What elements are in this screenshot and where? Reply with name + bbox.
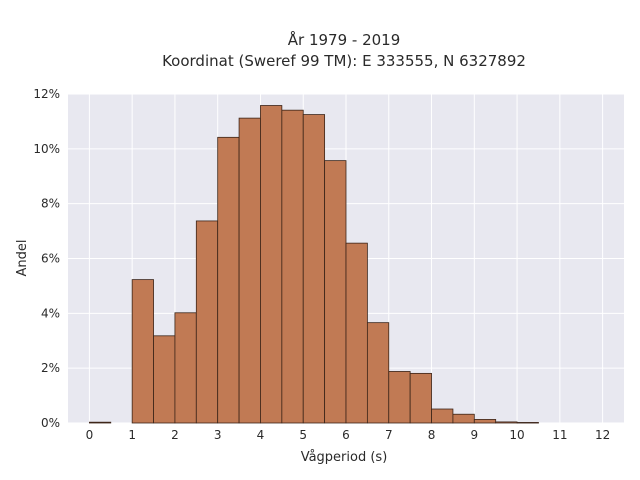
histogram-bar — [473, 419, 497, 424]
x-tick-labels: 0 1 2 3 4 5 6 7 8 9 10 11 12 — [86, 428, 611, 442]
chart-title: År 1979 - 2019 — [288, 30, 401, 49]
y-tick-label: 0% — [41, 416, 60, 430]
y-tick-label: 10% — [33, 142, 60, 156]
histogram-bar — [366, 322, 390, 424]
x-axis-title: Vågperiod (s) — [301, 450, 388, 465]
y-tick-label: 4% — [41, 306, 60, 320]
x-tick-label: 4 — [257, 428, 265, 442]
x-tick-label: 9 — [470, 428, 478, 442]
histogram-bar — [516, 422, 539, 424]
histogram-bar — [238, 117, 261, 424]
x-tick-label: 12 — [595, 428, 610, 442]
histogram-bar — [388, 371, 411, 424]
histogram-bar — [131, 279, 154, 424]
histogram-bar — [495, 421, 518, 424]
x-tick-label: 2 — [171, 428, 179, 442]
x-tick-label: 0 — [86, 428, 94, 442]
y-tick-label: 6% — [41, 252, 60, 266]
x-tick-label: 10 — [509, 428, 524, 442]
x-tick-label: 6 — [342, 428, 350, 442]
histogram-bar — [195, 220, 219, 424]
histogram-bar — [174, 312, 197, 424]
histogram-bar — [409, 372, 432, 424]
histogram-bar — [345, 242, 368, 424]
histogram-bar — [217, 136, 240, 424]
histogram-bar — [324, 160, 347, 424]
chart-subtitle: Koordinat (Sweref 99 TM): E 333555, N 63… — [162, 52, 526, 70]
y-axis-title: Andel — [15, 240, 30, 277]
histogram-bar — [88, 421, 112, 424]
histogram-bar — [153, 335, 176, 424]
y-tick-label: 12% — [33, 87, 60, 101]
y-tick-label: 8% — [41, 197, 60, 211]
histogram-bar — [302, 114, 326, 424]
histogram-bar — [452, 413, 475, 424]
histogram-bar — [260, 105, 283, 424]
histogram-bar — [431, 408, 454, 424]
y-tick-labels: 0% 2% 4% 6% 8% 10% 12% — [33, 87, 60, 430]
x-tick-label: 3 — [214, 428, 222, 442]
x-tick-label: 5 — [299, 428, 307, 442]
histogram-bar — [281, 109, 304, 424]
x-tick-label: 1 — [128, 428, 136, 442]
histogram-bars — [88, 105, 539, 424]
x-tick-label: 11 — [552, 428, 567, 442]
x-tick-label: 8 — [428, 428, 436, 442]
y-tick-label: 2% — [41, 361, 60, 375]
x-tick-label: 7 — [385, 428, 393, 442]
